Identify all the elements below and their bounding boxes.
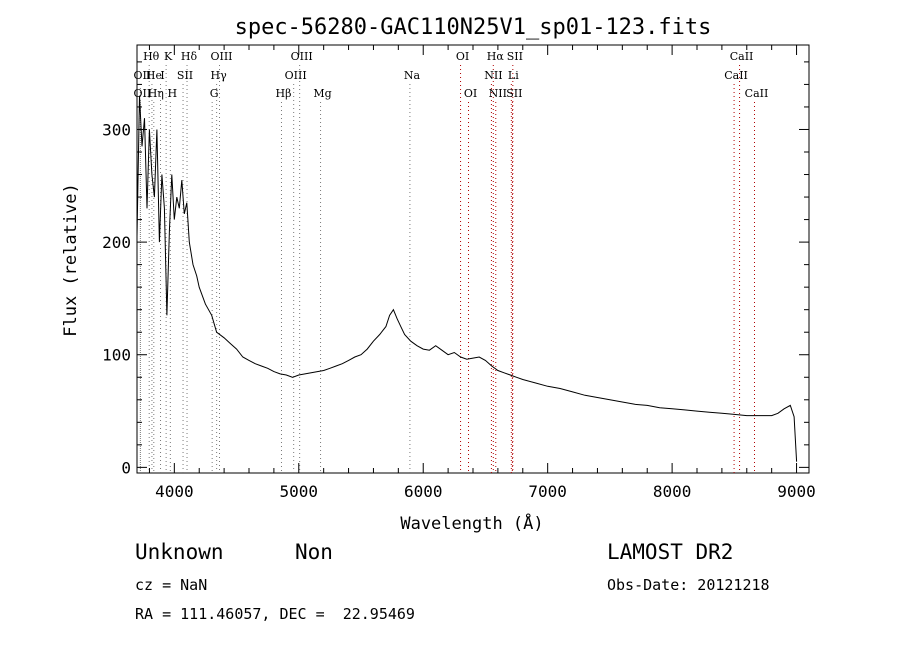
class-label: Unknown	[135, 540, 224, 564]
x-tick-label: 5000	[280, 482, 319, 501]
line-label: SII	[177, 69, 193, 82]
line-label: I	[160, 69, 164, 82]
line-label: OII	[134, 69, 152, 82]
y-tick-label: 200	[102, 233, 131, 252]
line-label: H	[168, 87, 178, 100]
line-label: OIII	[210, 50, 232, 63]
line-label: Hδ	[181, 50, 198, 63]
line-label: OIII	[291, 50, 313, 63]
line-label: OIII	[285, 69, 307, 82]
y-axis-label: Flux (relative)	[61, 183, 81, 337]
line-label: Hη	[148, 87, 164, 100]
line-label: Na	[404, 69, 421, 82]
line-label: CaII	[730, 50, 754, 63]
line-label: CaII	[745, 87, 769, 100]
line-label: Hθ	[143, 50, 160, 63]
line-label: Li	[508, 69, 519, 82]
y-tick-label: 0	[121, 458, 131, 477]
x-tick-label: 9000	[777, 482, 816, 501]
line-label: CaII	[724, 69, 748, 82]
line-label: K	[164, 50, 173, 63]
line-label: SII	[506, 87, 522, 100]
line-label: Hα	[487, 50, 505, 63]
line-label: Hγ	[211, 69, 228, 82]
x-tick-label: 6000	[404, 482, 443, 501]
line-label: NII	[489, 87, 507, 100]
y-tick-label: 300	[102, 120, 131, 139]
coordinates-label: RA = 111.46057, DEC = 22.95469	[135, 605, 415, 623]
spectrum-line	[136, 95, 798, 462]
line-label: He	[146, 69, 162, 82]
emission-line-markers	[139, 65, 755, 473]
line-label: Mg	[313, 87, 331, 100]
y-tick-label: 100	[102, 346, 131, 365]
x-tick-label: 7000	[528, 482, 567, 501]
x-axis-label: Wavelength (Å)	[400, 512, 543, 534]
survey-label: LAMOST DR2	[607, 540, 734, 564]
line-label: SII	[507, 50, 523, 63]
y-axis-ticks: 0 100 200 300	[102, 61, 809, 477]
x-tick-label: 8000	[653, 482, 692, 501]
plot-frame	[136, 44, 810, 474]
line-label: NII	[484, 69, 502, 82]
x-tick-label: 4000	[155, 482, 194, 501]
x-axis-ticks: 4000 5000 6000 7000 8000 9000	[148, 45, 816, 501]
chart-title: spec-56280-GAC110N25V1_sp01-123.fits	[235, 15, 712, 40]
line-label: Hβ	[276, 87, 292, 100]
line-label: G	[210, 87, 219, 100]
subclass-label: Non	[295, 540, 333, 564]
obs-date-label: Obs-Date: 20121218	[607, 576, 770, 594]
line-label: OI	[456, 50, 469, 63]
line-label: OI	[464, 87, 477, 100]
redshift-label: cz = NaN	[135, 576, 208, 594]
line-label: OII	[134, 87, 152, 100]
